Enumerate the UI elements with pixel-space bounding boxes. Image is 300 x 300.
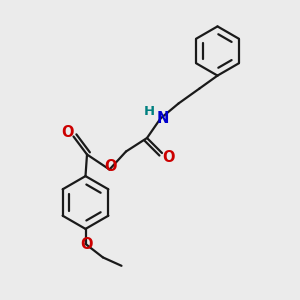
Text: O: O [105,159,117,174]
Text: O: O [80,237,92,252]
Text: O: O [61,125,74,140]
Text: O: O [162,150,174,165]
Text: H: H [143,105,155,119]
Text: N: N [157,111,169,126]
